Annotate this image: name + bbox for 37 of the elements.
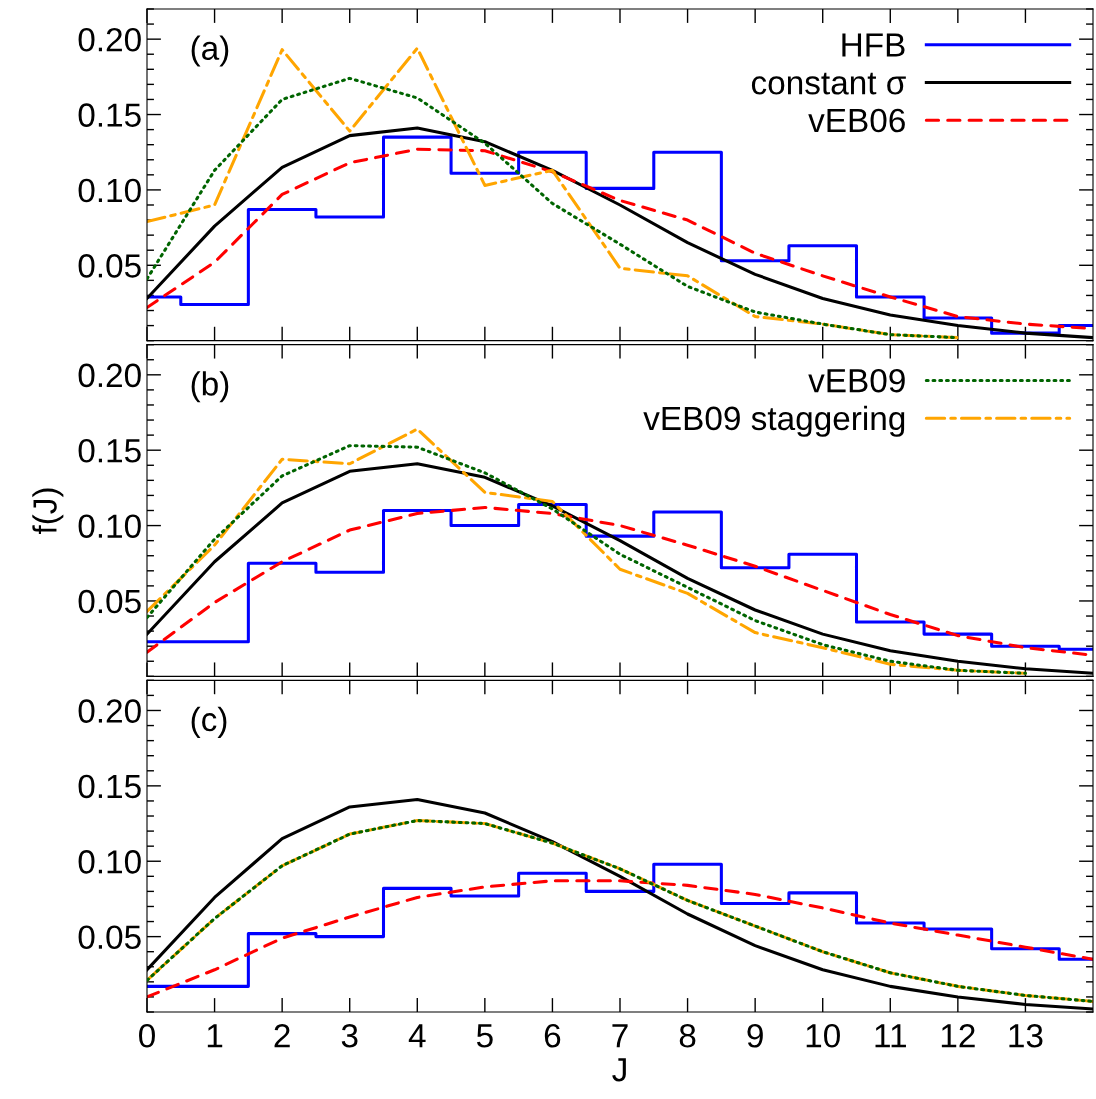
x-tick-label: 4 xyxy=(408,1024,426,1048)
y-tick-label: 0.05 xyxy=(78,925,141,950)
x-tick-label: 10 xyxy=(806,1023,840,1048)
y-axis-title: f(J) xyxy=(32,488,64,535)
x-tick-label: 2 xyxy=(274,1023,290,1048)
y-tick-label: 0.15 xyxy=(78,103,141,127)
x-tick-label: 13 xyxy=(1009,1023,1043,1048)
legend-label: constant σ xyxy=(751,72,906,95)
x-axis-title: J xyxy=(612,1058,626,1082)
y-tick-label: 0.20 xyxy=(78,363,141,388)
annotation: (a) xyxy=(191,35,229,67)
line-series xyxy=(147,879,1093,999)
y-tick-label: 0.10 xyxy=(78,178,141,203)
x-tick-label: 3 xyxy=(341,1023,358,1048)
legend-label: vEB06 xyxy=(808,108,905,133)
y-tick-label: 0.05 xyxy=(78,254,141,278)
y-tick-label: 0.20 xyxy=(78,699,141,723)
legend-label: vEB09 xyxy=(808,368,905,393)
y-tick-label: 0.15 xyxy=(78,774,141,799)
y-tick-label: 0.10 xyxy=(78,850,141,874)
x-tick-label: 11 xyxy=(875,1024,906,1048)
x-tick-label: 9 xyxy=(747,1023,763,1048)
annotation: (b) xyxy=(191,371,229,403)
y-tick-label: 0.20 xyxy=(78,27,141,52)
x-tick-label: 1 xyxy=(207,1024,223,1048)
x-tick-label: 7 xyxy=(612,1024,628,1048)
legend-label: vEB09 staggering xyxy=(643,405,905,437)
y-tick-label: 0.15 xyxy=(78,439,141,463)
x-tick-label: 0 xyxy=(139,1023,155,1048)
x-tick-label: 8 xyxy=(679,1023,696,1048)
y-tick-label: 0.05 xyxy=(78,589,141,614)
x-tick-label: 5 xyxy=(476,1024,493,1048)
x-tick-label: 6 xyxy=(544,1023,561,1048)
legend-label: HFB xyxy=(842,33,905,57)
y-tick-label: 0.10 xyxy=(78,514,141,538)
x-tick-label: 12 xyxy=(941,1023,975,1048)
annotation: (c) xyxy=(191,706,227,738)
